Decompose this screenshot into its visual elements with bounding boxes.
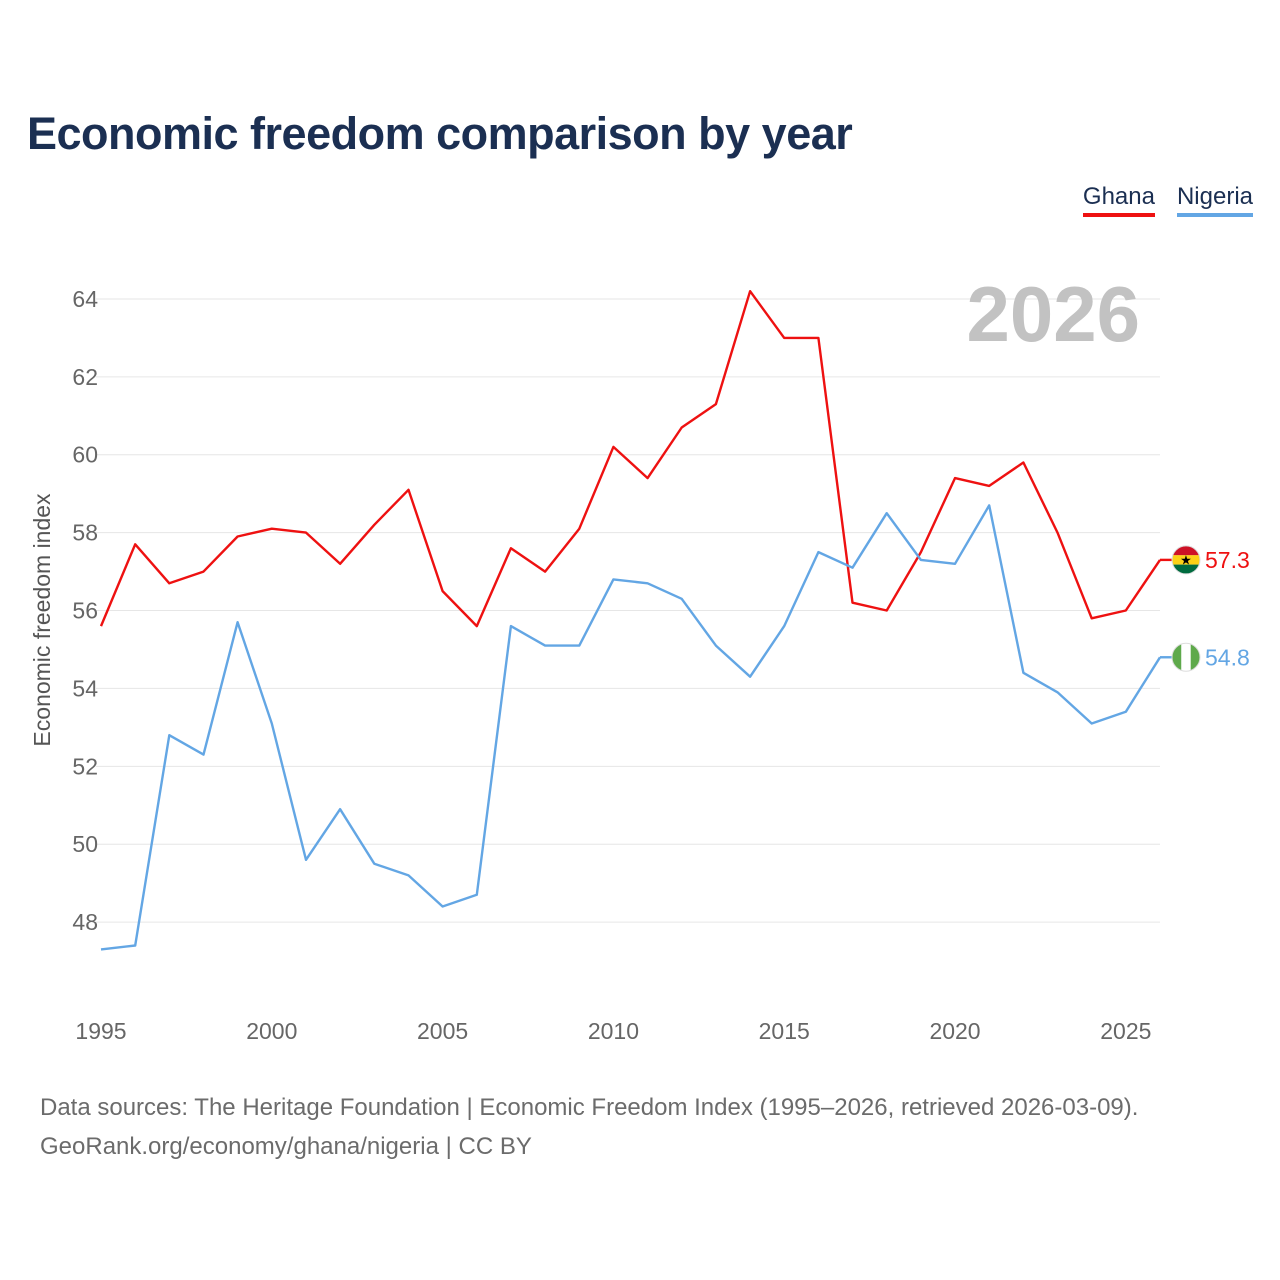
y-tick-label: 56 — [72, 598, 98, 624]
series-line-ghana — [99, 290, 1161, 628]
y-tick-label: 58 — [72, 520, 98, 546]
legend-item-nigeria[interactable]: Nigeria — [1176, 183, 1253, 217]
y-tick-label: 54 — [72, 675, 98, 701]
chart-title: Economic freedom comparison by year — [27, 108, 853, 159]
line-chart: 2026 48 50 52 54 56 58 60 62 64 1995 2000 2005 2010… — [29, 270, 1250, 1044]
nigeria-flag-icon — [1171, 642, 1201, 672]
y-tick-label: 52 — [72, 753, 98, 779]
y-tick-label: 64 — [72, 286, 98, 312]
ghana-flag-icon: ★ — [1171, 545, 1201, 575]
x-axis-ticks: 1995 2000 2005 2010 2015 2020 2025 — [75, 1018, 1151, 1044]
grid-lines — [96, 298, 1160, 923]
x-tick-label: 2020 — [929, 1018, 980, 1044]
y-tick-label: 60 — [72, 442, 98, 468]
y-axis-title: Economic freedom index — [29, 493, 55, 747]
x-tick-label: 2025 — [1100, 1018, 1151, 1044]
year-watermark: 2026 — [966, 270, 1140, 358]
y-tick-label: 62 — [72, 364, 98, 390]
series-line-nigeria — [100, 504, 1162, 951]
legend-item-ghana[interactable]: Ghana — [1082, 183, 1155, 217]
end-value-label-nigeria: 54.8 — [1205, 644, 1250, 670]
x-tick-label: 1995 — [75, 1018, 126, 1044]
x-tick-label: 2010 — [588, 1018, 639, 1044]
x-tick-label: 2000 — [246, 1018, 297, 1044]
y-tick-label: 50 — [72, 831, 98, 857]
footer: Data sources: The Heritage Foundation | … — [40, 1088, 1138, 1166]
x-tick-label: 2005 — [417, 1018, 468, 1044]
y-axis-ticks: 48 50 52 54 56 58 60 62 64 — [72, 286, 98, 935]
svg-text:★: ★ — [1180, 553, 1192, 568]
end-markers: ★ 57.3 54.8 — [1160, 545, 1250, 672]
data-source-note: Data sources: The Heritage Foundation | … — [40, 1094, 1139, 1121]
end-value-label-ghana: 57.3 — [1205, 547, 1250, 573]
x-tick-label: 2015 — [759, 1018, 810, 1044]
y-tick-label: 48 — [72, 909, 98, 935]
series-lines — [99, 290, 1162, 951]
legend: Ghana Nigeria — [1082, 183, 1253, 217]
attribution-link[interactable]: GeoRank.org/economy/ghana/nigeria | CC B… — [40, 1133, 532, 1160]
